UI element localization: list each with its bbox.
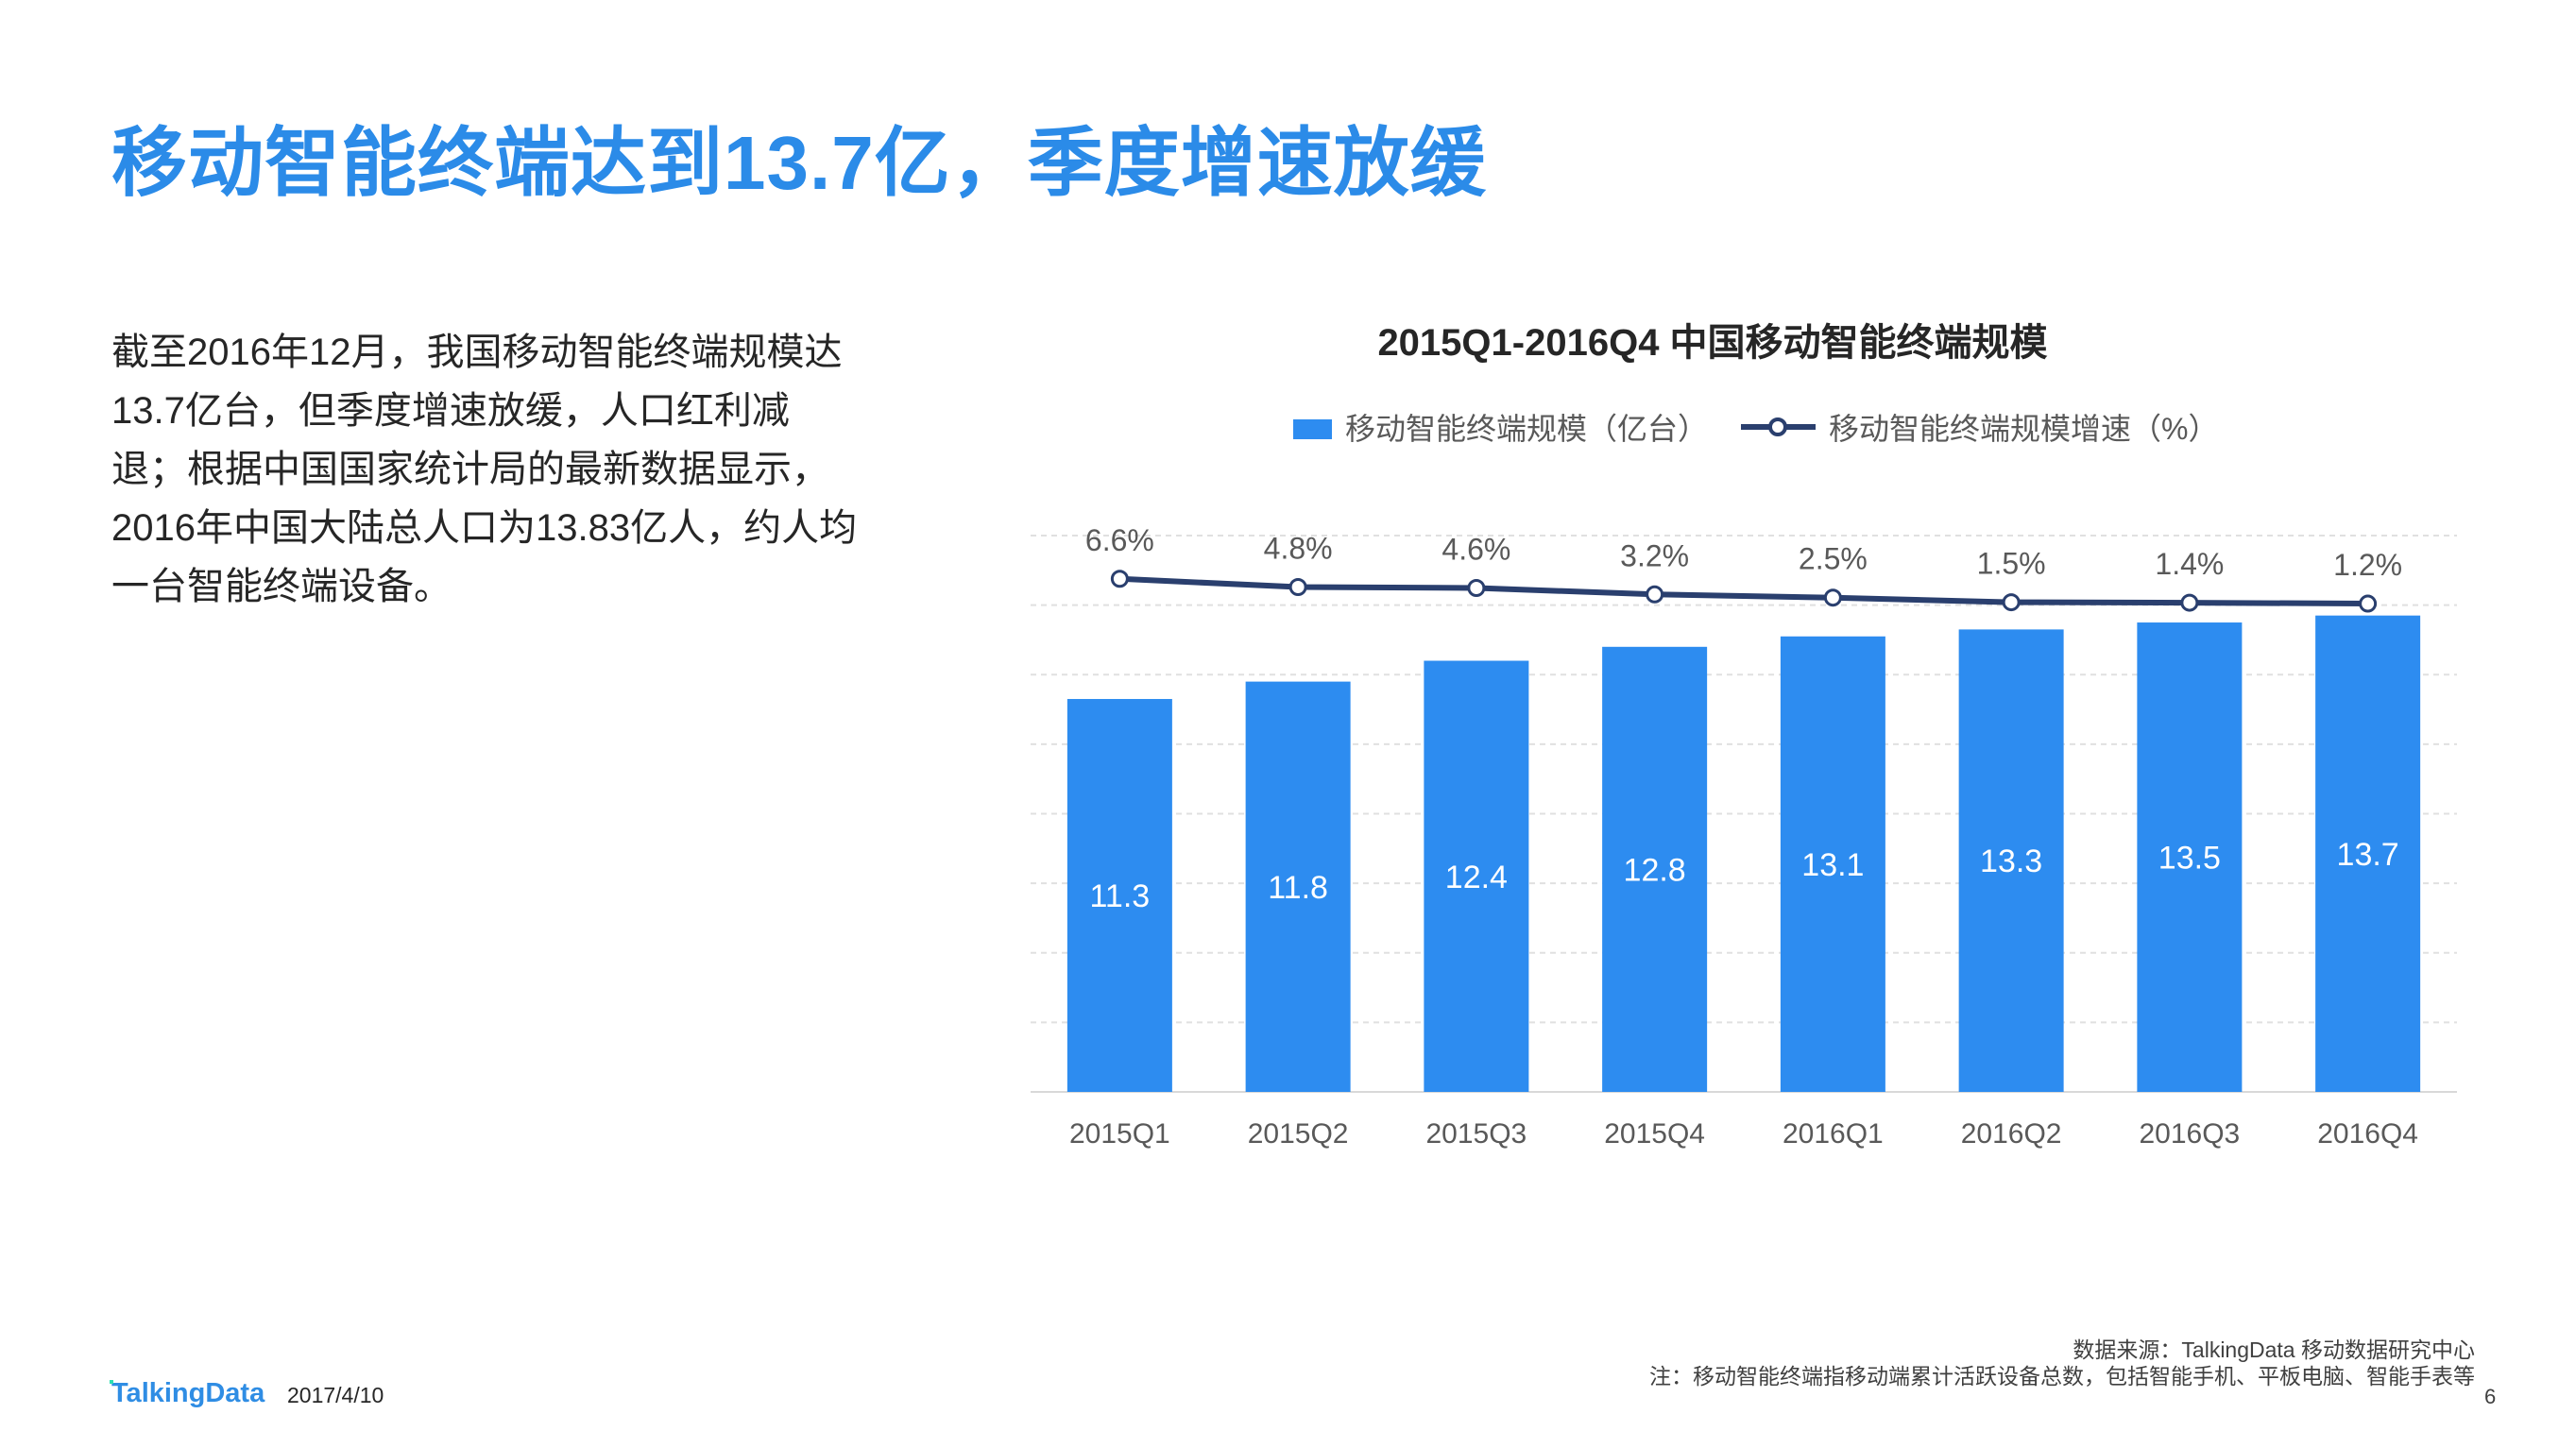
bar-value-label: 11.3	[1090, 878, 1151, 914]
x-tick-label: 2015Q3	[1425, 1118, 1527, 1150]
bar-value-label: 12.8	[1624, 852, 1686, 888]
growth-line	[1119, 575, 2368, 607]
bar-value-label: 12.4	[1445, 860, 1508, 895]
x-tick-label: 2016Q4	[2317, 1118, 2418, 1150]
growth-value-label: 1.5%	[1977, 547, 2046, 581]
growth-point	[1646, 585, 1664, 604]
growth-value-label: 2.5%	[1799, 542, 1868, 576]
growth-point	[1823, 588, 1842, 607]
x-tick-label: 2015Q4	[1604, 1118, 1705, 1150]
chart-title: 2015Q1-2016Q4 中国移动智能终端规模	[1377, 322, 2047, 364]
talkingdata-logo: TalkingData	[109, 1378, 265, 1408]
body-line: 一台智能终端设备。	[111, 566, 452, 607]
x-tick-label: 2016Q3	[2139, 1118, 2240, 1150]
body-line: 13.7亿台，但季度增速放缓，人口红利减	[111, 390, 790, 432]
growth-point	[1288, 578, 1307, 597]
bar	[1424, 660, 1529, 1092]
bar	[1780, 636, 1885, 1092]
body-line: 截至2016年12月，我国移动智能终端规模达	[111, 332, 843, 373]
page-number: 6	[2484, 1385, 2497, 1408]
bar-value-label: 13.3	[1980, 843, 2042, 879]
growth-value-label: 4.8%	[1264, 532, 1333, 566]
body-line: 2016年中国大陆总人口为13.83亿人，约人均	[111, 507, 858, 549]
body-line: 退；根据中国国家统计局的最新数据显示，	[111, 449, 829, 490]
growth-point	[1110, 570, 1129, 588]
bar	[1245, 681, 1351, 1092]
bar	[2137, 622, 2243, 1092]
date: 2017/4/10	[287, 1383, 384, 1407]
bar-value-label: 11.8	[1268, 870, 1328, 906]
legend-line-label: 移动智能终端规模增速（%）	[1829, 412, 2218, 446]
bar-value-label: 13.7	[2337, 837, 2399, 873]
legend-bar-label: 移动智能终端规模（亿台）	[1345, 412, 1708, 446]
growth-value-label: 1.4%	[2155, 547, 2224, 581]
body-paragraph: 截至2016年12月，我国移动智能终端规模达 13.7亿台，但季度增速放缓，人口…	[111, 323, 924, 616]
x-tick-label: 2016Q1	[1783, 1118, 1884, 1150]
x-tick-label: 2015Q1	[1069, 1118, 1170, 1150]
growth-value-label: 1.2%	[2333, 548, 2402, 582]
bar	[1066, 699, 1172, 1092]
growth-point	[1467, 578, 1486, 597]
bar-value-label: 13.1	[1801, 847, 1864, 883]
legend-bar-swatch	[1293, 419, 1332, 439]
x-tick-label: 2016Q2	[1961, 1118, 2062, 1150]
growth-point	[2002, 593, 2021, 612]
bar	[1958, 629, 2064, 1092]
growth-value-label: 3.2%	[1620, 538, 1689, 572]
growth-value-label: 6.6%	[1085, 523, 1154, 557]
legend-line-marker	[1768, 417, 1787, 436]
page-title: 移动智能终端达到13.7亿，季度增速放缓	[111, 121, 1487, 205]
growth-point	[2180, 593, 2199, 612]
growth-value-label: 4.6%	[1442, 532, 1510, 566]
bar-value-label: 13.5	[2158, 841, 2221, 877]
x-tick-label: 2015Q2	[1248, 1118, 1349, 1150]
bar	[2315, 615, 2421, 1092]
footnote: 注：移动智能终端指移动端累计活跃设备总数，包括智能手机、平板电脑、智能手表等	[1649, 1364, 2475, 1388]
data-source: 数据来源：TalkingData 移动数据研究中心	[2073, 1337, 2475, 1362]
growth-point	[2359, 594, 2378, 613]
bar	[1602, 646, 1708, 1092]
